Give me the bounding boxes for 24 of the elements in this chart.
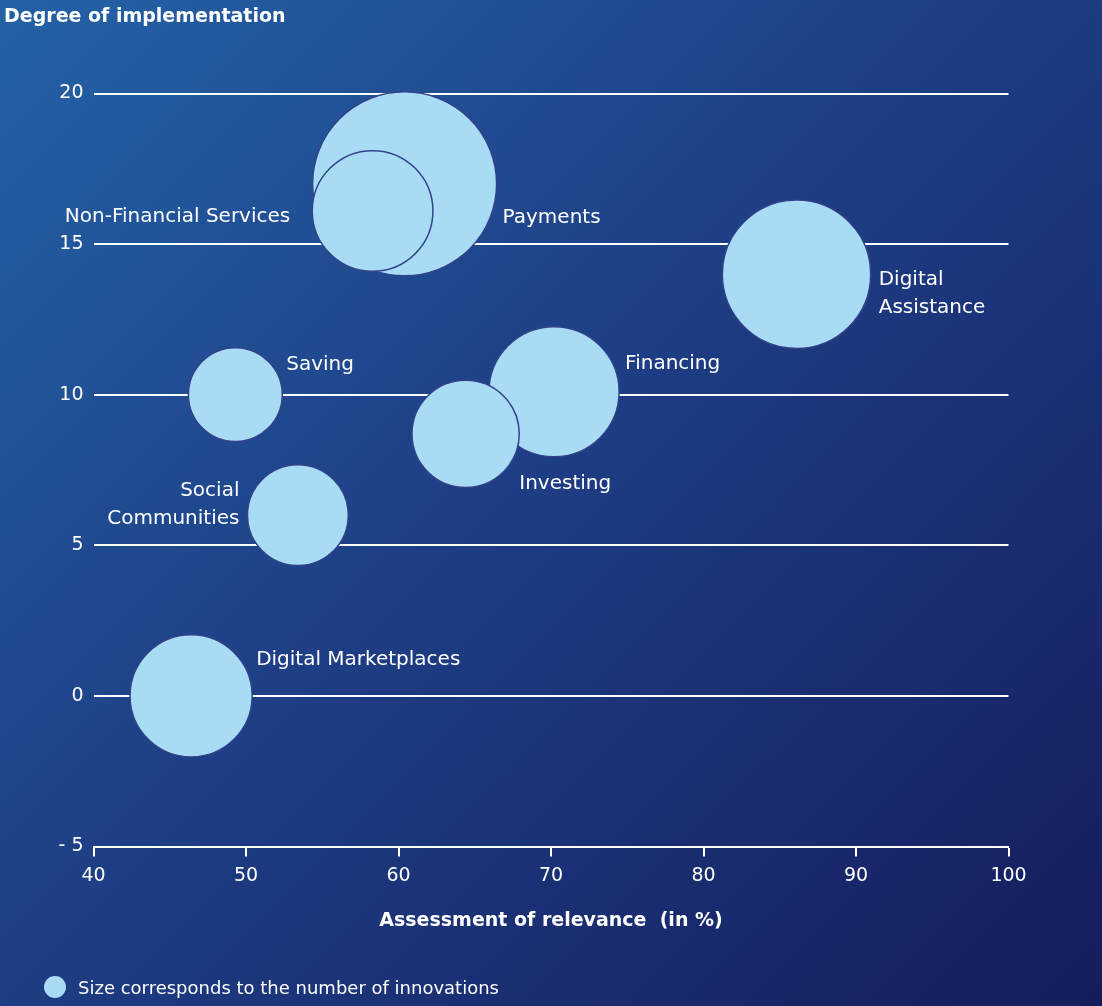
y-tick-label: - 5 [58, 833, 84, 856]
x-tick-label: 50 [233, 862, 259, 885]
series-label: Saving [286, 350, 354, 375]
x-axis-title: Assessment of relevance (in %) [379, 907, 723, 930]
series-label: Investing [519, 470, 612, 495]
y-tick-label: 15 [59, 231, 84, 254]
x-tick-label: 90 [843, 862, 869, 885]
text: Size corresponds to the number of innovations [78, 976, 499, 998]
y-tick-label: 10 [59, 381, 84, 404]
series-label: Payments [502, 204, 601, 229]
series-label: Social Communities [107, 477, 240, 530]
series-label: Non-Financial Services [64, 203, 291, 228]
y-tick-label: 20 [59, 80, 84, 103]
x-tick-label: 40 [81, 862, 106, 885]
x-tick-label: 100 [990, 862, 1027, 885]
series-label: Financing [625, 349, 721, 374]
series-label: Digital Assistance [878, 266, 986, 319]
y-tick-label: 0 [71, 682, 84, 705]
series-label: Digital Marketplaces [256, 646, 461, 671]
x-tick-label: 70 [538, 862, 564, 885]
x-tick-label: 60 [386, 862, 411, 885]
x-tick-label: 80 [691, 862, 716, 885]
y-tick-label: 5 [71, 532, 84, 555]
y-axis-title: Degree of implementation [4, 4, 286, 27]
